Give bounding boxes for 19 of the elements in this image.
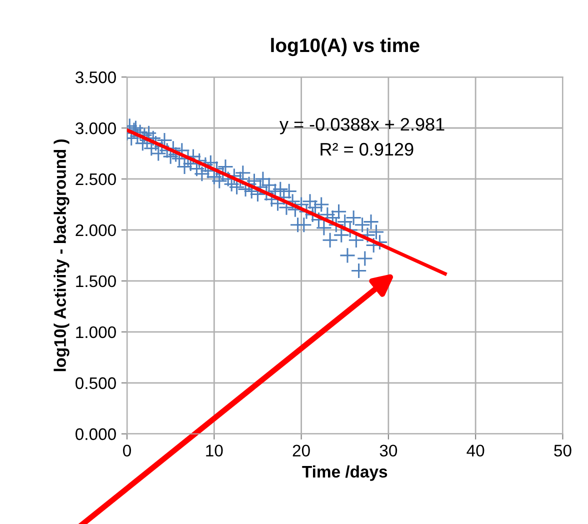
y-tick-label: 1.500 <box>76 275 116 288</box>
x-tick-label: 40 <box>466 444 484 457</box>
y-tick-label: 2.500 <box>76 173 116 186</box>
y-tick-label: 1.000 <box>76 326 116 338</box>
x-axis-title: Time /days <box>302 465 388 481</box>
x-tick-label: 30 <box>380 444 398 457</box>
y-axis-title: log10( Activity - background ) <box>54 139 70 372</box>
y-tick-label: 2.000 <box>76 224 116 236</box>
y-tick-label: 0.500 <box>76 377 116 390</box>
chart-title: log10(A) vs time <box>271 38 420 56</box>
annotation: y = -0.0388x + 2.981 <box>280 118 444 134</box>
x-tick-label: 20 <box>292 444 310 457</box>
x-tick-label: 10 <box>206 444 223 457</box>
y-tick-label: 3.000 <box>76 122 116 134</box>
annotation: R² = 0.9129 <box>320 142 414 156</box>
x-tick-label: 0 <box>123 444 131 457</box>
y-tick-label: 3.500 <box>76 71 116 84</box>
y-tick-label: 0.000 <box>76 428 116 440</box>
x-tick-label: 50 <box>554 444 572 457</box>
